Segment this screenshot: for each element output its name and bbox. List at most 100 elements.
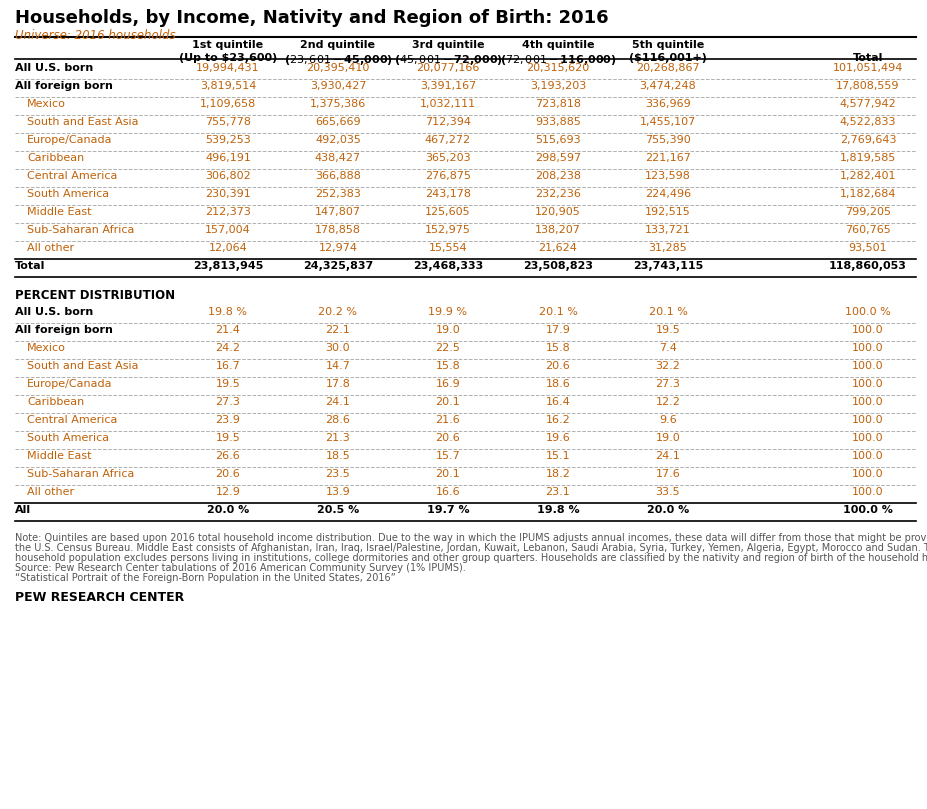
Text: 224,496: 224,496: [644, 189, 691, 199]
Text: 118,860,053: 118,860,053: [828, 261, 906, 271]
Text: 539,253: 539,253: [205, 135, 250, 145]
Text: 100.0 %: 100.0 %: [844, 307, 890, 317]
Text: All foreign born: All foreign born: [15, 325, 113, 335]
Text: 24.1: 24.1: [654, 451, 679, 461]
Text: PERCENT DISTRIBUTION: PERCENT DISTRIBUTION: [15, 289, 175, 302]
Text: Sub-Saharan Africa: Sub-Saharan Africa: [27, 225, 134, 235]
Text: Note: Quintiles are based upon 2016 total household income distribution. Due to : Note: Quintiles are based upon 2016 tota…: [15, 533, 927, 543]
Text: 20.6: 20.6: [435, 433, 460, 443]
Text: 3,391,167: 3,391,167: [419, 81, 476, 91]
Text: 20.1 %: 20.1 %: [538, 307, 577, 317]
Text: 492,035: 492,035: [315, 135, 361, 145]
Text: 298,597: 298,597: [534, 153, 580, 163]
Text: 19.7 %: 19.7 %: [426, 505, 469, 515]
Text: 33.5: 33.5: [655, 487, 679, 497]
Text: 19.0: 19.0: [435, 325, 460, 335]
Text: 665,669: 665,669: [315, 117, 361, 127]
Text: Universe: 2016 households: Universe: 2016 households: [15, 29, 175, 42]
Text: 12,064: 12,064: [209, 243, 248, 253]
Text: 12.2: 12.2: [654, 397, 679, 407]
Text: 755,390: 755,390: [644, 135, 690, 145]
Text: 21.4: 21.4: [215, 325, 240, 335]
Text: Central America: Central America: [27, 171, 117, 181]
Text: Middle East: Middle East: [27, 207, 92, 217]
Text: 123,598: 123,598: [644, 171, 691, 181]
Text: 799,205: 799,205: [844, 207, 890, 217]
Text: 17,808,559: 17,808,559: [835, 81, 899, 91]
Text: 365,203: 365,203: [425, 153, 470, 163]
Text: 16.6: 16.6: [435, 487, 460, 497]
Text: 515,693: 515,693: [535, 135, 580, 145]
Text: 18.2: 18.2: [545, 469, 570, 479]
Text: 23,743,115: 23,743,115: [632, 261, 703, 271]
Text: 17.9: 17.9: [545, 325, 570, 335]
Text: 93,501: 93,501: [848, 243, 886, 253]
Text: Sub-Saharan Africa: Sub-Saharan Africa: [27, 469, 134, 479]
Text: 20.0 %: 20.0 %: [646, 505, 689, 515]
Text: 7.4: 7.4: [658, 343, 676, 353]
Text: 100.0 %: 100.0 %: [842, 505, 892, 515]
Text: “Statistical Portrait of the Foreign-Born Population in the United States, 2016”: “Statistical Portrait of the Foreign-Bor…: [15, 573, 395, 583]
Text: 3rd quintile: 3rd quintile: [412, 40, 484, 50]
Text: 232,236: 232,236: [535, 189, 580, 199]
Text: 1st quintile: 1st quintile: [192, 40, 263, 50]
Text: 276,875: 276,875: [425, 171, 471, 181]
Text: South America: South America: [27, 189, 109, 199]
Text: Europe/Canada: Europe/Canada: [27, 379, 112, 389]
Text: Mexico: Mexico: [27, 99, 66, 109]
Text: 712,394: 712,394: [425, 117, 471, 127]
Text: 467,272: 467,272: [425, 135, 471, 145]
Text: 23.9: 23.9: [215, 415, 240, 425]
Text: (Up to $23,600): (Up to $23,600): [179, 53, 277, 63]
Text: the U.S. Census Bureau. Middle East consists of Afghanistan, Iran, Iraq, Israel/: the U.S. Census Bureau. Middle East cons…: [15, 543, 927, 553]
Text: 17.6: 17.6: [654, 469, 679, 479]
Text: 366,888: 366,888: [315, 171, 361, 181]
Text: Total: Total: [852, 53, 883, 63]
Text: 20.6: 20.6: [545, 361, 570, 371]
Text: 100.0: 100.0: [851, 469, 883, 479]
Text: 15.8: 15.8: [545, 343, 570, 353]
Text: All foreign born: All foreign born: [15, 81, 113, 91]
Text: 100.0: 100.0: [851, 451, 883, 461]
Text: Total: Total: [15, 261, 45, 271]
Text: 5th quintile: 5th quintile: [631, 40, 704, 50]
Text: 20,395,410: 20,395,410: [306, 63, 369, 73]
Text: 20,315,620: 20,315,620: [526, 63, 589, 73]
Text: 9.6: 9.6: [658, 415, 676, 425]
Text: household population excludes persons living in institutions, college dormitorie: household population excludes persons li…: [15, 553, 927, 563]
Text: 100.0: 100.0: [851, 361, 883, 371]
Text: 19,994,431: 19,994,431: [196, 63, 260, 73]
Text: 16.4: 16.4: [545, 397, 570, 407]
Text: 24.2: 24.2: [215, 343, 240, 353]
Text: 20.1: 20.1: [435, 397, 460, 407]
Text: 2,769,643: 2,769,643: [839, 135, 895, 145]
Text: 1,282,401: 1,282,401: [839, 171, 895, 181]
Text: 16.7: 16.7: [215, 361, 240, 371]
Text: 19.5: 19.5: [215, 433, 240, 443]
Text: Europe/Canada: Europe/Canada: [27, 135, 112, 145]
Text: 3,819,514: 3,819,514: [199, 81, 256, 91]
Text: 755,778: 755,778: [205, 117, 250, 127]
Text: 178,858: 178,858: [314, 225, 361, 235]
Text: All U.S. born: All U.S. born: [15, 307, 93, 317]
Text: 4,577,942: 4,577,942: [839, 99, 895, 109]
Text: 19.5: 19.5: [654, 325, 679, 335]
Text: 19.8 %: 19.8 %: [536, 505, 578, 515]
Text: 120,905: 120,905: [535, 207, 580, 217]
Text: 15.7: 15.7: [435, 451, 460, 461]
Text: 19.6: 19.6: [545, 433, 570, 443]
Text: 23,508,823: 23,508,823: [523, 261, 592, 271]
Text: 221,167: 221,167: [644, 153, 691, 163]
Text: Central America: Central America: [27, 415, 117, 425]
Text: 438,427: 438,427: [314, 153, 361, 163]
Text: 15.8: 15.8: [435, 361, 460, 371]
Text: 32.2: 32.2: [654, 361, 679, 371]
Text: 100.0: 100.0: [851, 379, 883, 389]
Text: 20.5 %: 20.5 %: [316, 505, 359, 515]
Text: 252,383: 252,383: [315, 189, 361, 199]
Text: 19.9 %: 19.9 %: [428, 307, 467, 317]
Text: 21,624: 21,624: [538, 243, 577, 253]
Text: 4th quintile: 4th quintile: [521, 40, 593, 50]
Text: 13.9: 13.9: [325, 487, 350, 497]
Text: 1,032,111: 1,032,111: [420, 99, 476, 109]
